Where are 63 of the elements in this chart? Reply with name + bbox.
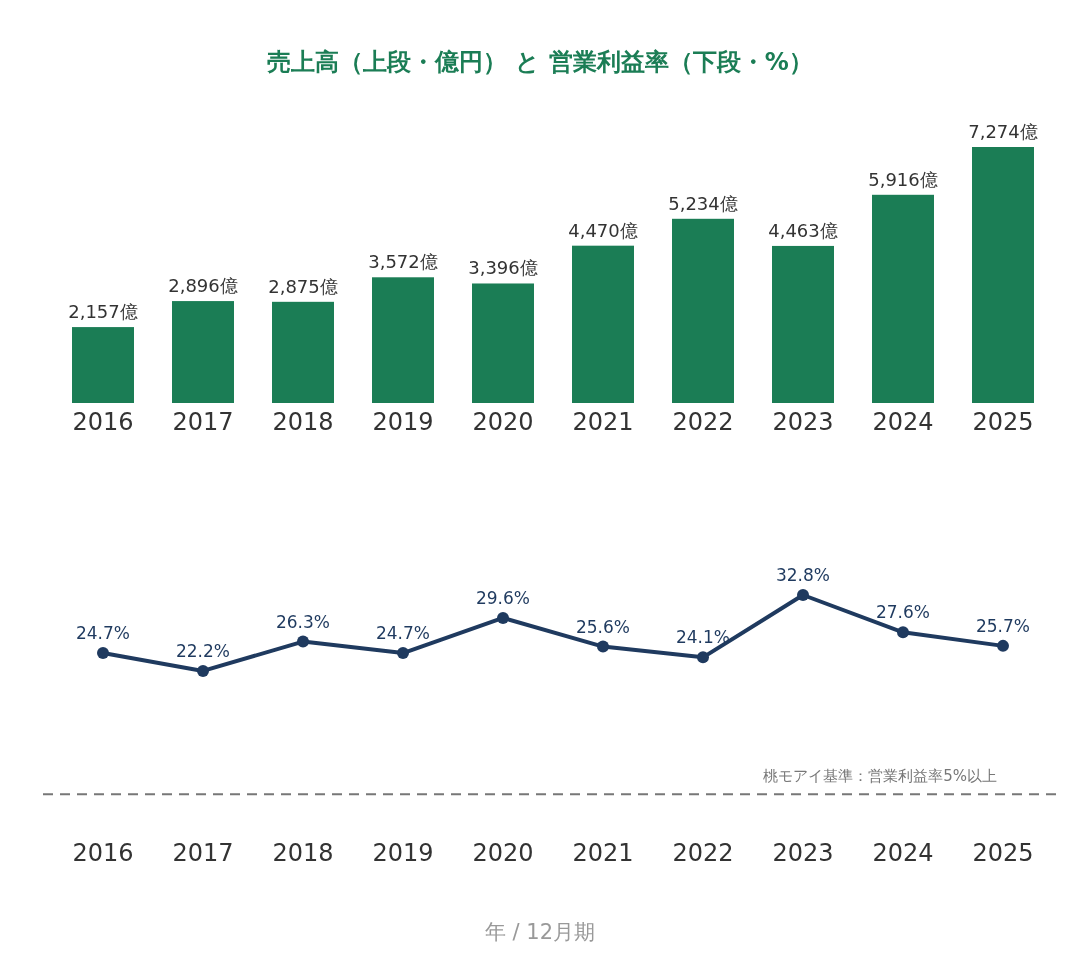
ref-line-label: 桃モアイ基準：営業利益率5%以上 [763, 767, 997, 786]
x-tick-label: 2023 [772, 839, 834, 867]
data-label: 24.7% [75, 623, 131, 644]
data-label: 4,463億 [768, 219, 838, 241]
x-tick-label: 2016 [72, 408, 134, 436]
bar [672, 218, 734, 403]
data-label: 32.8% [775, 565, 831, 585]
bar [572, 245, 634, 403]
point [497, 611, 509, 624]
x-tick-label: 2022 [672, 839, 734, 867]
x-tick-label: 2021 [572, 408, 634, 436]
x-tick-label: 2024 [872, 408, 934, 436]
point [697, 651, 709, 664]
bar [372, 277, 434, 403]
bar [472, 283, 534, 403]
x-tick-label: 2024 [872, 839, 934, 867]
x-tick-label: 2018 [272, 839, 334, 867]
data-label: 22.2% [175, 640, 231, 661]
x-axis-title: 年 / 12月期 [484, 920, 596, 944]
point [797, 589, 809, 601]
data-label: 24.1% [675, 627, 731, 648]
bar [72, 327, 134, 403]
x-tick-label: 2017 [172, 408, 234, 436]
x-tick-label: 2020 [472, 408, 534, 436]
data-label: 26.3% [275, 611, 331, 632]
bar [872, 194, 934, 403]
bar [172, 301, 234, 403]
x-tick-label: 2021 [572, 839, 634, 867]
x-tick-label: 2025 [972, 408, 1034, 436]
data-label: 29.6% [475, 587, 531, 608]
bar [972, 147, 1034, 403]
data-label: 2,875億 [268, 275, 338, 297]
point [297, 635, 309, 648]
data-label: 24.7% [375, 623, 431, 644]
x-tick-label: 2022 [672, 408, 734, 436]
data-label: 25.6% [575, 616, 631, 637]
x-tick-label: 2018 [272, 408, 334, 436]
data-label: 7,274億 [968, 121, 1038, 142]
data-label: 3,396億 [468, 257, 538, 279]
data-label: 2,157億 [68, 301, 138, 323]
bar [772, 245, 834, 403]
point [897, 626, 909, 639]
data-label: 5,916億 [868, 168, 938, 190]
data-label: 27.6% [875, 602, 931, 623]
bar [272, 301, 334, 403]
x-tick-label: 2025 [972, 839, 1034, 867]
point [197, 664, 209, 677]
x-tick-label: 2016 [72, 839, 134, 867]
data-label: 25.7% [975, 615, 1031, 636]
point [397, 647, 409, 660]
x-tick-label: 2020 [472, 839, 534, 867]
data-label: 2,896億 [168, 275, 238, 297]
point [997, 639, 1009, 652]
x-tick-label: 2023 [772, 408, 834, 436]
x-tick-label: 2019 [372, 839, 434, 867]
x-tick-label: 2019 [372, 408, 434, 436]
data-label: 3,572億 [368, 251, 438, 273]
chart-title: 売上高（上段・億円） と 営業利益率（下段・%） [267, 48, 813, 76]
point [597, 640, 609, 653]
x-tick-label: 2017 [172, 839, 234, 867]
data-label: 4,470億 [568, 219, 638, 241]
point [97, 647, 109, 660]
data-label: 5,234億 [668, 192, 738, 214]
